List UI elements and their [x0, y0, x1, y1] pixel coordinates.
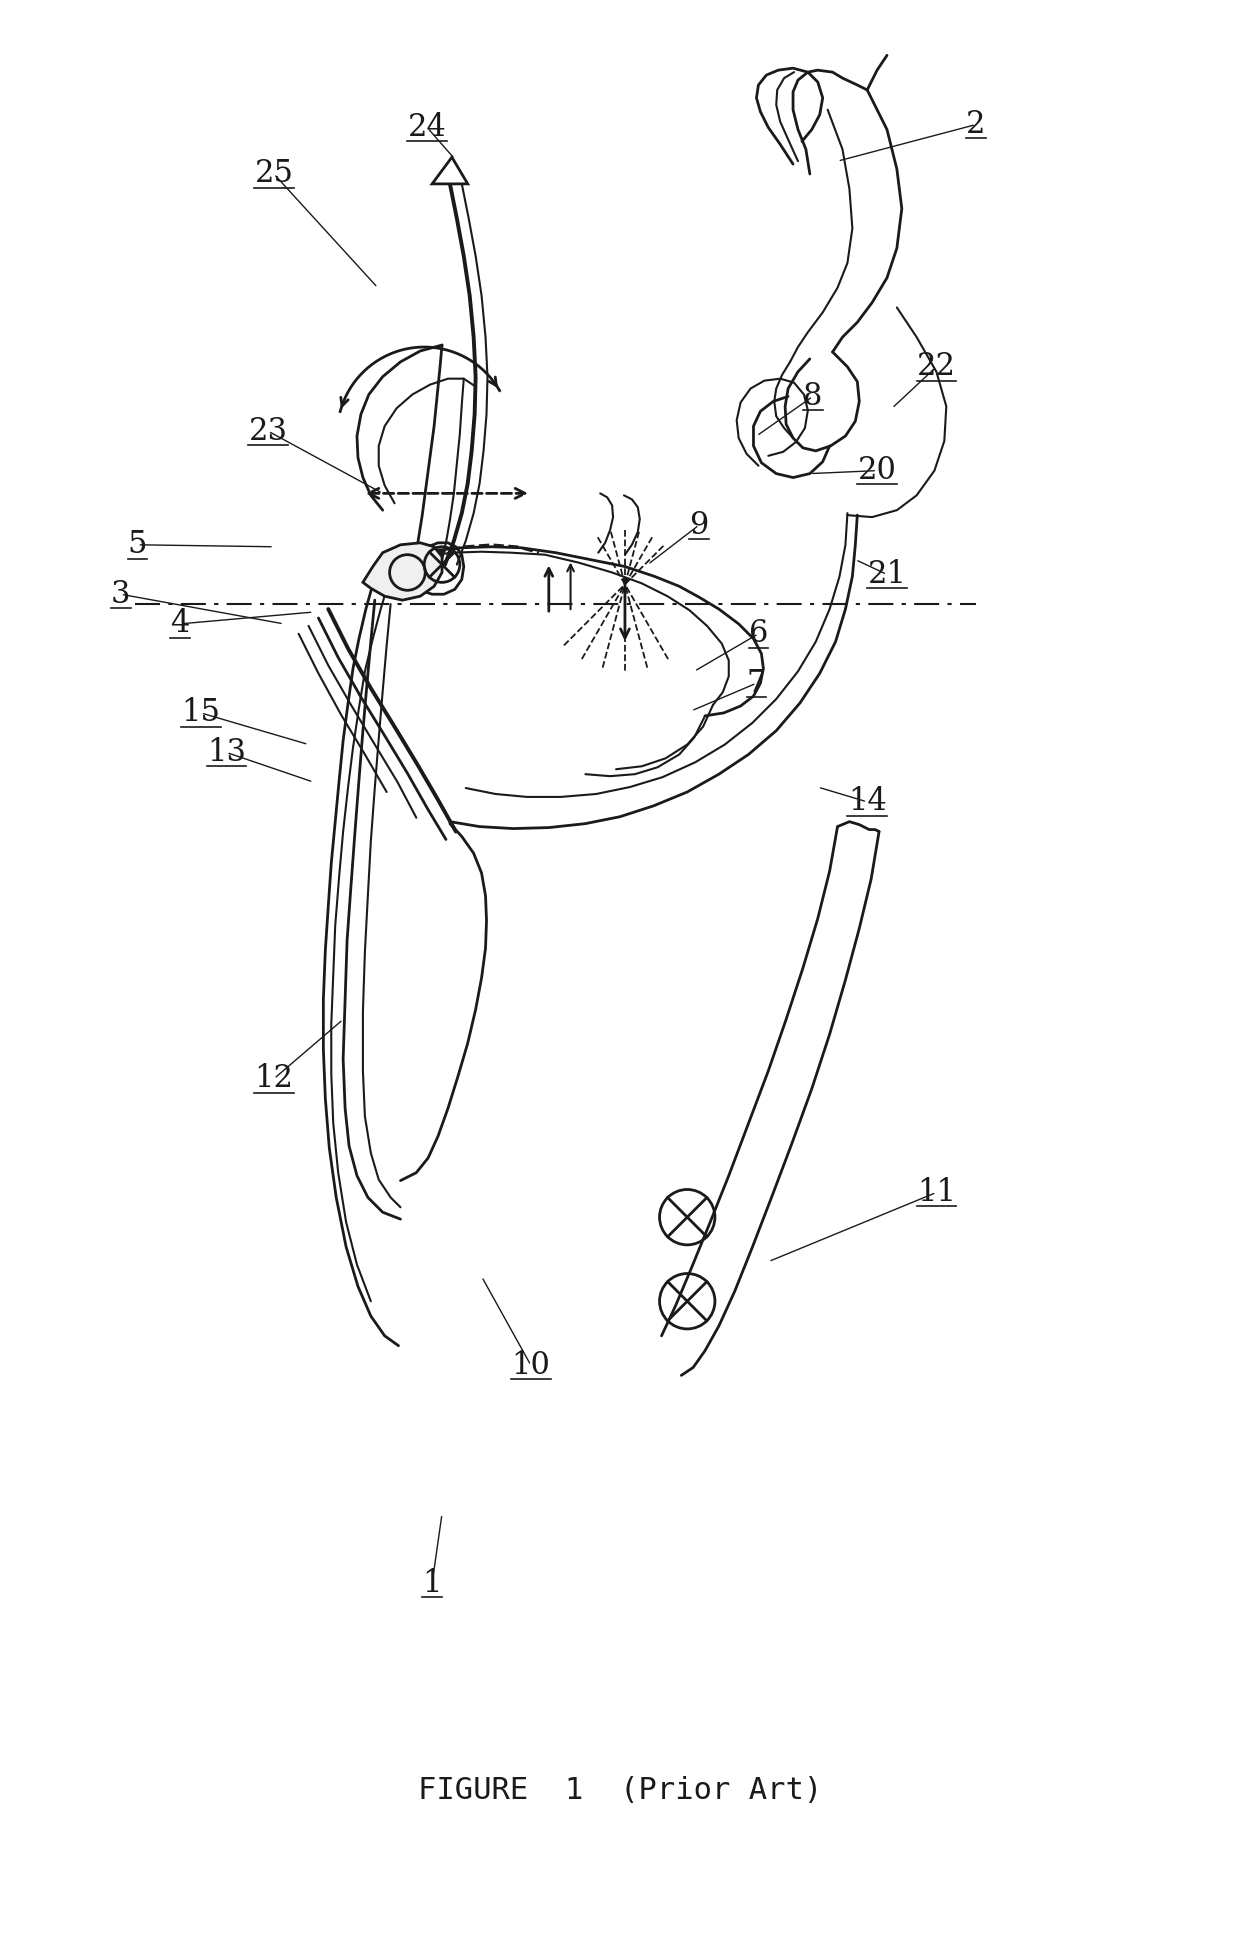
Text: 11: 11 [916, 1176, 956, 1207]
Text: 21: 21 [868, 559, 906, 590]
Text: 12: 12 [254, 1062, 294, 1093]
Text: FIGURE  1  (Prior Art): FIGURE 1 (Prior Art) [418, 1776, 822, 1805]
Text: 6: 6 [749, 619, 768, 650]
Text: 4: 4 [170, 608, 190, 639]
Text: 7: 7 [746, 668, 766, 699]
Text: 25: 25 [254, 159, 294, 190]
Text: 13: 13 [207, 737, 246, 768]
Text: 1: 1 [423, 1567, 441, 1598]
Text: 15: 15 [181, 697, 221, 728]
Text: 24: 24 [408, 112, 446, 143]
Polygon shape [363, 544, 441, 600]
Text: 9: 9 [689, 509, 709, 540]
Text: 23: 23 [248, 416, 288, 447]
Text: 22: 22 [916, 352, 956, 383]
Text: 10: 10 [512, 1351, 551, 1382]
Text: 20: 20 [858, 455, 897, 486]
Text: 2: 2 [966, 108, 986, 139]
Polygon shape [432, 157, 467, 184]
Text: 5: 5 [128, 530, 148, 561]
Text: 8: 8 [804, 381, 822, 412]
Text: 14: 14 [848, 786, 887, 817]
Text: 3: 3 [110, 579, 130, 610]
